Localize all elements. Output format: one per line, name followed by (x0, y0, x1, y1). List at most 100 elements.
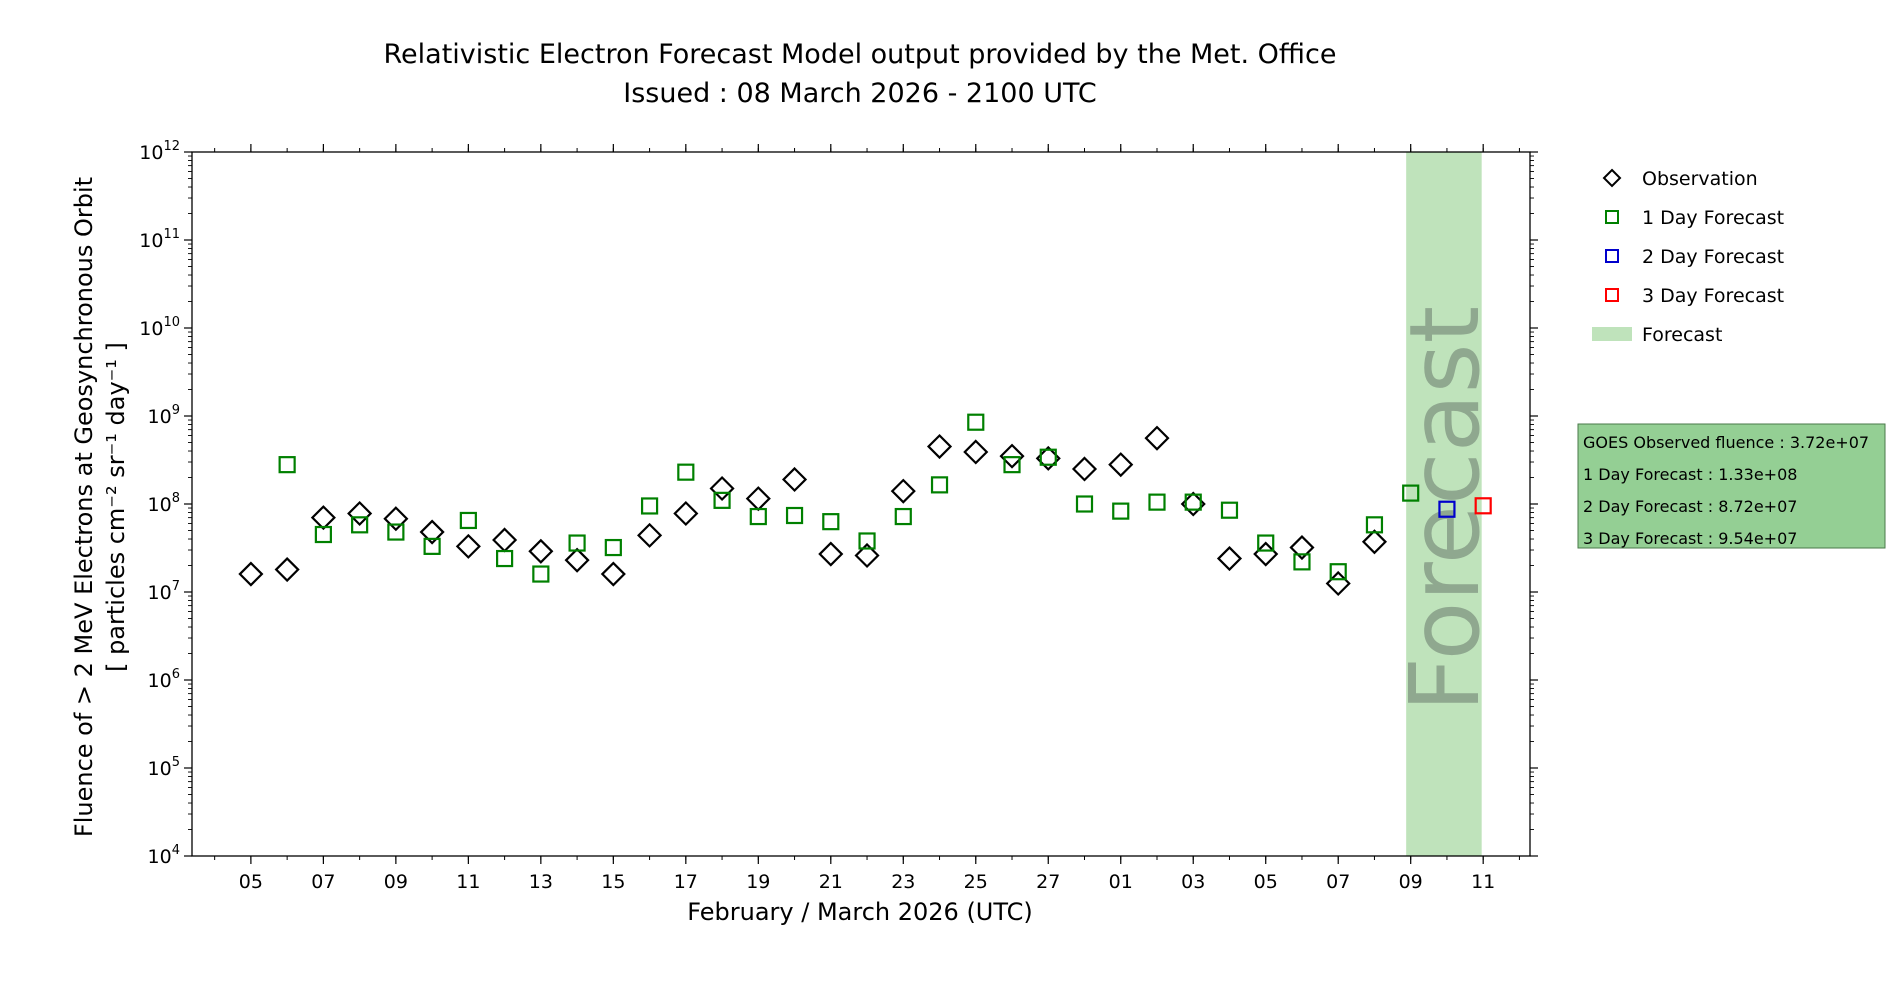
plot-frame (191, 151, 1531, 857)
1-day-forecast-point (785, 506, 804, 525)
y-tick-label: 104 (148, 843, 180, 868)
1-day-forecast-point (1293, 553, 1311, 571)
observation-point (1216, 545, 1243, 572)
1-day-forecast-point (568, 534, 586, 552)
1-day-forecast-point (640, 497, 659, 515)
data-points-layer (238, 413, 1492, 597)
x-tick-label: 13 (529, 871, 553, 893)
x-tick-label: 03 (1181, 871, 1205, 893)
observation-point (963, 439, 989, 465)
y-axis-label-line1: Fluence of > 2 MeV Electrons at Geosynch… (70, 177, 98, 837)
1-day-forecast-point (496, 549, 514, 568)
info-box-line: GOES Observed fluence : 3.72e+07 (1583, 433, 1869, 452)
observation-point (1144, 425, 1170, 451)
observation-point (600, 561, 626, 587)
x-tick-label: 05 (239, 871, 263, 893)
observation-point (709, 475, 735, 502)
1-day-forecast-point (532, 565, 550, 583)
forecast-region-label: Forecast (1389, 306, 1501, 712)
y-tick-label: 106 (148, 667, 180, 692)
chart-subtitle: Issued : 08 March 2026 - 2100 UTC (623, 78, 1097, 109)
observation-point (1108, 452, 1134, 478)
legend-label-forecast: Forecast (1642, 324, 1722, 346)
1-day-forecast-point (1112, 502, 1130, 520)
1-day-forecast-point (1257, 534, 1275, 552)
legend-label-2-day-forecast: 2 Day Forecast (1642, 246, 1784, 268)
y-tick-label: 105 (148, 755, 180, 780)
legend-swatch-1-day-forecast (1605, 210, 1619, 224)
observation-point (419, 519, 445, 545)
y-tick-label: 1012 (139, 139, 180, 164)
info-box-line: 3 Day Forecast : 9.54e+07 (1583, 529, 1797, 548)
1-day-forecast-point (459, 511, 477, 530)
1-day-forecast-point (749, 507, 767, 526)
y-tick-label: 1011 (139, 227, 180, 252)
x-tick-label: 11 (1471, 871, 1495, 893)
observation-point (890, 478, 916, 504)
x-tick-label: 11 (456, 871, 480, 893)
1-day-forecast-point (1329, 563, 1347, 581)
y-axis-label-line2: [ particles cm⁻² sr⁻¹ day⁻¹ ] (102, 342, 130, 672)
info-box-line: 1 Day Forecast : 1.33e+08 (1583, 465, 1797, 484)
observation-point (238, 561, 264, 587)
1-day-forecast-point (894, 507, 912, 526)
x-tick-label: 27 (1036, 871, 1060, 893)
x-tick-label: 21 (819, 871, 843, 893)
y-tick-label: 109 (148, 403, 180, 428)
1-day-forecast-point (423, 537, 441, 555)
observation-point (637, 522, 663, 548)
observation-point (1361, 529, 1388, 555)
1-day-forecast-point (278, 456, 296, 474)
legend-swatch-3-day-forecast (1605, 288, 1619, 302)
1-day-forecast-point (314, 525, 332, 544)
observation-point (274, 556, 300, 583)
1-day-forecast-point (822, 513, 840, 531)
legend-label-observation: Observation (1642, 168, 1758, 190)
1-day-forecast-point (351, 516, 369, 534)
x-axis-label: February / March 2026 (UTC) (687, 898, 1033, 926)
chart-title: Relativistic Electron Forecast Model out… (384, 39, 1337, 70)
1-day-forecast-point (1003, 456, 1021, 474)
legend-swatch-2-day-forecast (1605, 249, 1619, 263)
info-box: GOES Observed fluence : 3.72e+07 1 Day Fo… (1577, 423, 1886, 549)
observation-point (455, 533, 481, 559)
x-tick-label: 05 (1254, 871, 1278, 893)
axis-ticks-layer: 05 07 09 11 13 15 17 19 21 23 25 27 01 03 05 07 09 11 104 1… (139, 139, 1538, 893)
1-day-forecast-point (858, 532, 876, 550)
x-tick-label: 01 (1109, 871, 1133, 893)
x-tick-label: 09 (384, 871, 408, 893)
x-tick-label: 19 (746, 871, 770, 893)
legend: Observation 1 Day Forecast 2 Day Forecast 3… (1592, 168, 1784, 346)
observation-point (528, 538, 554, 564)
1-day-forecast-point (1039, 448, 1057, 466)
x-tick-label: 07 (1326, 871, 1350, 893)
1-day-forecast-point (1148, 493, 1166, 511)
legend-swatch-observation (1602, 168, 1622, 188)
observation-point (926, 433, 953, 460)
observation-point (310, 505, 336, 531)
x-tick-label: 07 (311, 871, 335, 893)
observation-point (564, 547, 590, 573)
x-tick-label: 25 (964, 871, 988, 893)
y-tick-label: 108 (148, 491, 180, 516)
1-day-forecast-point (1402, 484, 1420, 502)
observation-point (818, 541, 844, 567)
observation-point (383, 506, 409, 532)
x-tick-label: 15 (601, 871, 625, 893)
1-day-forecast-point (1220, 501, 1239, 519)
1-day-forecast-point (1184, 493, 1202, 511)
info-box-line: 2 Day Forecast : 8.72e+07 (1583, 497, 1797, 516)
x-tick-label: 23 (891, 871, 915, 893)
x-tick-label: 09 (1399, 871, 1423, 893)
1-day-forecast-point (930, 476, 949, 494)
observation-point (781, 466, 808, 493)
1-day-forecast-point (604, 538, 622, 557)
1-day-forecast-point (1365, 516, 1384, 534)
legend-swatch-forecast (1592, 327, 1632, 341)
3-day-forecast-point (1474, 497, 1492, 515)
x-tick-label: 17 (674, 871, 698, 893)
observation-point (673, 500, 699, 527)
info-box-background (1577, 423, 1886, 549)
forecast-region-layer: Forecast (1389, 152, 1501, 856)
